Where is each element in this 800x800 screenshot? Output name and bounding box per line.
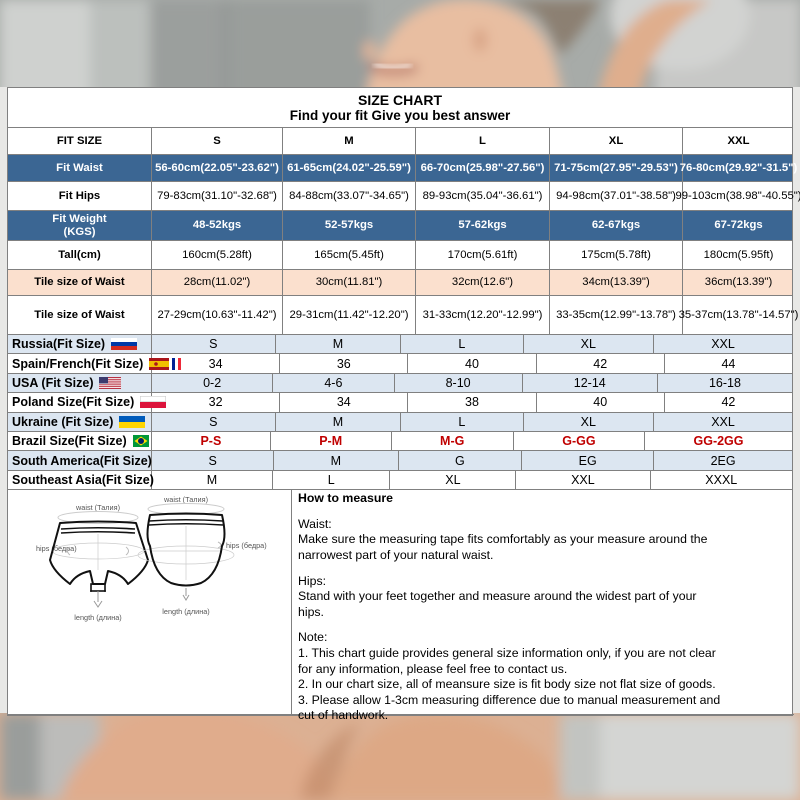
svg-text:waist (Талия): waist (Талия) [163,495,208,504]
svg-text:hips (бедра): hips (бедра) [36,544,77,553]
svg-text:length (длина): length (длина) [162,607,209,616]
svg-text:waist (Талия): waist (Талия) [75,503,120,512]
svg-text:length (длина): length (длина) [74,613,121,622]
svg-text:hips (бедра): hips (бедра) [226,541,267,550]
